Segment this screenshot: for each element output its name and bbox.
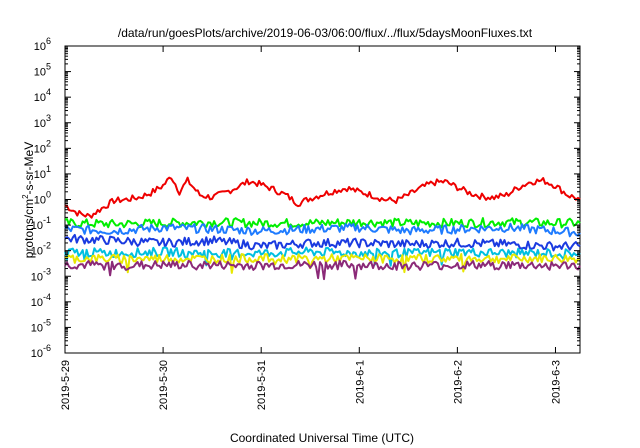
y-axis-title-rest: -s-sr-MeV (22, 142, 36, 195)
y-tick-label-exp: -1 (43, 215, 51, 225)
y-tick-label: 10-3 (31, 266, 51, 283)
series-line (64, 246, 581, 267)
series-line (64, 217, 581, 229)
y-tick-label-exp: -3 (43, 266, 51, 276)
y-tick-label: 10-6 (31, 343, 51, 360)
series-line (64, 253, 581, 274)
y-tick-label-base: 10 (34, 92, 46, 104)
series-line (64, 259, 581, 281)
x-tick-label: 2019-6-1 (354, 360, 366, 404)
y-tick-label-exp: -4 (43, 292, 51, 302)
x-tick-label: 2019-5-29 (60, 360, 72, 410)
y-tick-label: 103 (34, 113, 51, 130)
y-tick-label: 101 (34, 164, 51, 181)
y-tick-label-exp: 6 (46, 36, 51, 46)
y-tick-label-exp: 2 (46, 138, 51, 148)
y-tick-label-base: 10 (31, 246, 43, 258)
y-tick-label: 10-5 (31, 317, 51, 334)
y-tick-label: 106 (34, 36, 51, 53)
x-tick-label: 2019-5-31 (256, 360, 268, 410)
y-tick-label-base: 10 (31, 348, 43, 360)
y-tick-label-base: 10 (34, 118, 46, 130)
y-tick-label-base: 10 (31, 322, 43, 334)
series-line (64, 176, 581, 219)
x-axis-title: Coordinated Universal Time (UTC) (230, 431, 414, 445)
y-tick-label: 104 (34, 87, 51, 104)
y-axis-title-sup: 2 (21, 194, 30, 199)
y-tick-label-exp: 4 (46, 87, 51, 97)
y-tick-label: 10-2 (31, 241, 51, 258)
y-tick-label-base: 10 (31, 297, 43, 309)
y-tick-label-base: 10 (31, 220, 43, 232)
y-tick-label-base: 10 (34, 169, 46, 181)
y-tick-label: 10-1 (31, 215, 51, 232)
y-tick-label: 10-4 (31, 292, 51, 309)
y-tick-label-base: 10 (34, 41, 46, 53)
y-tick-label-exp: -5 (43, 317, 51, 327)
y-tick-label-exp: 0 (46, 190, 51, 200)
x-tick-label: 2019-6-3 (550, 360, 562, 404)
y-tick-label-base: 10 (34, 143, 46, 155)
y-tick-label-exp: -2 (43, 241, 51, 251)
y-tick-label-exp: 1 (46, 164, 51, 174)
x-axis: 2019-5-29 2019-5-30 2019-5-31 2019-6-1 2019-… (60, 46, 562, 410)
y-tick-label-base: 10 (31, 271, 43, 283)
y-tick-label: 100 (34, 190, 51, 207)
series-line (64, 222, 581, 238)
y-tick-label-exp: 5 (46, 62, 51, 72)
y-axis-title-base: protons/cm (22, 199, 36, 258)
series-layer (64, 176, 581, 281)
x-tick-label: 2019-6-2 (452, 360, 464, 404)
y-axis-title: protons/cm2-s-sr-MeV (21, 142, 36, 258)
series-line (64, 233, 581, 252)
y-tick-label-exp: -6 (43, 343, 51, 353)
x-tick-label: 2019-5-30 (158, 360, 170, 410)
y-axis: 10610510410310210110010-110-210-310-410-… (31, 36, 580, 360)
y-tick-label-base: 10 (34, 67, 46, 79)
y-tick-label-exp: 3 (46, 113, 51, 123)
y-tick-label: 102 (34, 138, 51, 155)
y-tick-label: 105 (34, 62, 51, 79)
chart-title: /data/run/goesPlots/archive/2019-06-03/0… (118, 26, 533, 40)
plot-frame (64, 45, 581, 354)
y-tick-label-base: 10 (34, 195, 46, 207)
